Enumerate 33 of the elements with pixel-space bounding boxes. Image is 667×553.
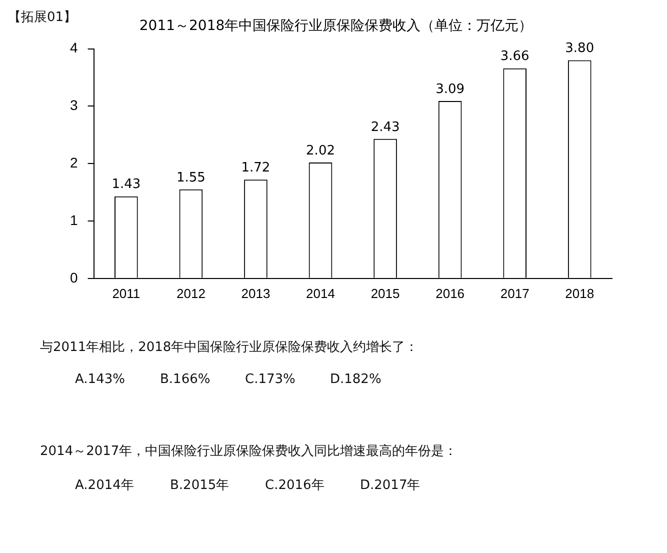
x-tick-label: 2015 <box>370 286 400 301</box>
text: D.182% <box>330 372 382 387</box>
data-label: 2.43 <box>370 120 400 135</box>
data-label: 1.43 <box>112 177 141 192</box>
text: C.173% <box>245 372 296 387</box>
text: A.143% <box>75 372 125 387</box>
data-label: 3.09 <box>436 82 465 97</box>
data-label: 1.72 <box>241 160 270 176</box>
text: 与2011年相比，2018年中国保险行业原保险保费收入约增长了： <box>40 339 418 356</box>
data-label: 1.55 <box>176 170 206 186</box>
y-tick-label: 3 <box>70 97 78 114</box>
y-tick-label: 4 <box>70 40 78 56</box>
text: 【拓展01】 <box>8 9 77 26</box>
text: B.2015年 <box>170 477 230 494</box>
text: C.2016年 <box>265 477 324 494</box>
text: D.2017年 <box>360 477 420 494</box>
text: A.2014年 <box>75 477 134 494</box>
y-tick-label: 1 <box>70 212 78 228</box>
x-tick-label: 2012 <box>176 286 206 301</box>
x-tick-label: 2016 <box>436 286 465 301</box>
y-tick-label: 2 <box>70 154 78 170</box>
text: 2014～2017年，中国保险行业原保险保费收入同比增速最高的年份是： <box>40 443 458 460</box>
x-tick-label: 2018 <box>565 286 594 301</box>
x-tick-label: 2013 <box>241 286 270 301</box>
chart-title: 2011～2018年中国保险行业原保险保费收入（单位：万亿元） <box>139 18 533 34</box>
text: B.166% <box>160 372 210 387</box>
data-label: 3.80 <box>565 41 594 56</box>
x-tick-label: 2014 <box>306 286 335 301</box>
y-tick-label: 0 <box>70 269 78 286</box>
data-label: 3.66 <box>500 49 530 64</box>
x-tick-label: 2011 <box>112 286 140 301</box>
x-tick-label: 2017 <box>500 286 530 301</box>
data-label: 2.02 <box>306 143 335 158</box>
